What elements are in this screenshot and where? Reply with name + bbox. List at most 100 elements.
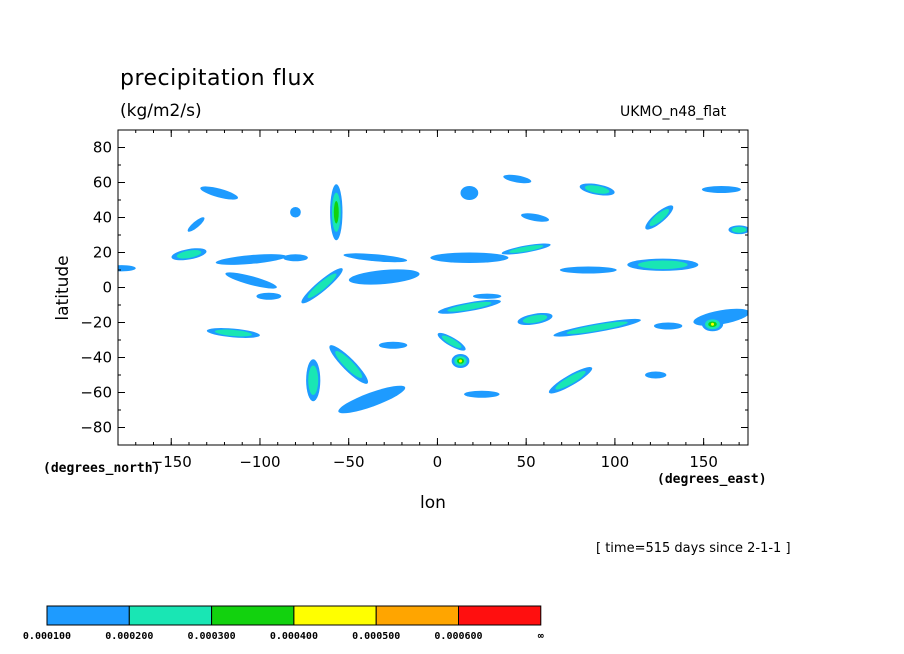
precip-level-1 [256, 292, 282, 300]
precip-level-1 [118, 265, 136, 272]
precip-region [256, 292, 282, 300]
precip-level-1 [430, 252, 509, 263]
precip-region [701, 317, 724, 332]
precip-region [225, 272, 277, 289]
x-tick-label: 0 [433, 453, 443, 471]
legend-swatch [211, 605, 295, 626]
precip-level-1 [653, 322, 683, 330]
precip-region [559, 266, 617, 274]
legend-level-label: 0.000500 [352, 631, 400, 642]
legend-level-label: ∞ [538, 631, 544, 642]
precip-region [200, 186, 239, 200]
precip-region [653, 322, 683, 330]
precip-level-1 [200, 186, 239, 200]
y-tick-label: −80 [80, 419, 112, 437]
precip-region [430, 252, 509, 263]
precip-region [306, 359, 321, 402]
precip-region [215, 254, 287, 265]
y-tick-label: 20 [93, 244, 112, 262]
precip-region [701, 186, 741, 193]
y-axis-units: (degrees_north) [43, 461, 160, 476]
precip-region [460, 186, 479, 200]
precip-level-1 [460, 186, 479, 200]
precip-level-1 [521, 213, 550, 222]
color-legend: 0.000100 0.000200 0.000300 0.000400 0.000500… [23, 605, 544, 642]
legend-level-label: 0.000600 [434, 631, 482, 642]
precip-region [579, 183, 615, 196]
precip-region [472, 293, 502, 299]
precip-level-1 [348, 269, 420, 285]
precip-level-4 [711, 322, 715, 326]
y-tick-label: 40 [93, 209, 112, 227]
precip-level-4 [459, 359, 463, 363]
precip-level-1 [283, 254, 308, 262]
precip-region [503, 174, 532, 184]
legend-level-label: 0.000400 [270, 631, 318, 642]
x-tick-label: −50 [333, 453, 365, 471]
y-tick-label: −60 [80, 384, 112, 402]
precip-level-2 [447, 301, 492, 312]
precip-level-2 [335, 350, 363, 379]
chart-units: (kg/m2/s) [120, 101, 202, 121]
precip-region [283, 254, 308, 262]
precip-level-2 [522, 314, 548, 324]
precip-level-2 [176, 250, 202, 259]
precip-level-1 [559, 266, 617, 274]
precip-level-2 [731, 226, 747, 233]
chart-title: precipitation flux [120, 66, 316, 91]
legend-swatch [458, 605, 542, 626]
legend-swatch [375, 605, 460, 626]
precip-region [348, 269, 420, 285]
precip-level-1 [225, 272, 277, 289]
precip-level-2 [584, 185, 610, 194]
precip-level-1 [215, 254, 287, 265]
axis-tick-labels: −150 −100 −50 0 50 100 150 80 60 40 20 0 −20 −40 −60 −8… [80, 139, 718, 472]
y-tick-label: 80 [93, 139, 112, 157]
precip-level-2 [555, 370, 586, 390]
x-tick-label: 50 [517, 453, 536, 471]
y-tick-label: 0 [102, 279, 112, 297]
legend-level-label: 0.000100 [23, 631, 71, 642]
precip-region [548, 367, 593, 394]
precip-region [329, 345, 369, 384]
precip-region [464, 390, 500, 398]
legend-swatch [128, 605, 213, 626]
precip-region [645, 205, 674, 230]
x-axis-units: (degrees_east) [657, 472, 767, 487]
precip-region [301, 268, 343, 304]
precip-region [171, 248, 207, 261]
precip-region [728, 225, 748, 235]
precip-level-1 [472, 293, 502, 299]
x-tick-label: 150 [689, 453, 718, 471]
precip-region [437, 332, 466, 351]
precip-region [343, 253, 408, 263]
precip-level-2 [649, 209, 670, 226]
precip-region [517, 312, 553, 326]
dataset-name: UKMO_n48_flat [620, 104, 727, 120]
y-tick-label: −20 [80, 314, 112, 332]
precip-region [553, 318, 641, 337]
precip-level-1 [645, 371, 667, 379]
precip-level-1 [464, 390, 500, 398]
precip-level-2 [308, 365, 319, 395]
precip-level-1 [503, 174, 532, 184]
x-axis-label: lon [420, 493, 446, 513]
precip-level-2 [214, 329, 252, 337]
precip-level-1 [290, 207, 301, 218]
precip-level-1 [338, 385, 406, 414]
x-tick-label: −100 [239, 453, 280, 471]
precip-region [627, 258, 699, 271]
precip-level-2 [637, 260, 688, 270]
contour-regions [118, 174, 748, 414]
precip-region [338, 385, 406, 414]
precip-region [187, 217, 205, 232]
legend-level-label: 0.000300 [188, 631, 236, 642]
precip-level-3 [333, 201, 339, 224]
legend-level-label: 0.000200 [105, 631, 153, 642]
precip-region [290, 207, 301, 218]
x-tick-label: 100 [601, 453, 630, 471]
precip-region [118, 265, 136, 272]
legend-swatch [293, 605, 377, 626]
y-axis-label: latitude [53, 255, 73, 320]
precip-level-1 [378, 341, 408, 349]
